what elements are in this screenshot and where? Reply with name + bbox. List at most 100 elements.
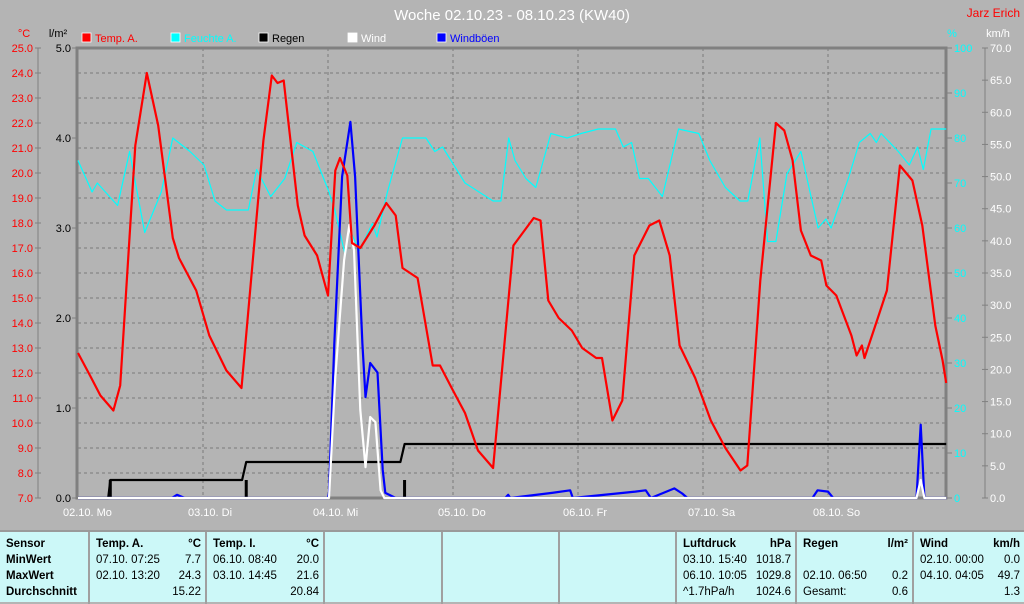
legend-label: Windböen (450, 33, 500, 45)
table-row: Durchschnitt (6, 586, 84, 602)
temp-tick-label: 25.0 (12, 43, 33, 55)
temp-tick-label: 22.0 (12, 118, 33, 130)
series-line-regen (78, 442, 947, 500)
humidity-tick-label: 10 (954, 448, 966, 460)
wind-tick-label: 5.0 (990, 461, 1005, 473)
rain-tick-label: 1.0 (56, 403, 71, 415)
temp-tick-label: 9.0 (18, 443, 33, 455)
table-row: 20.84 (213, 586, 319, 602)
stat-column: Temp. I. °C 06.10. 08:40 20.0 03.10. 14:45 21… (205, 532, 323, 604)
legend-swatch (170, 32, 181, 43)
temp-tick-label: 12.0 (12, 368, 33, 380)
series-layer (77, 71, 948, 500)
x-tick-label: 07.10. Sa (688, 507, 736, 519)
humidity-tick-label: 0 (954, 493, 960, 505)
series-line-windböen (78, 120, 947, 500)
wind-tick-label: 35.0 (990, 268, 1011, 280)
humidity-tick-label: 50 (954, 268, 966, 280)
legend-swatch (436, 32, 447, 43)
stat-column (558, 532, 675, 604)
wind-tick-label: 60.0 (990, 107, 1011, 119)
temp-tick-label: 18.0 (12, 218, 33, 230)
cell-value: 1.3 (1004, 586, 1020, 598)
temp-tick-label: 8.0 (18, 468, 33, 480)
column-header: Regen (803, 538, 839, 550)
humidity-tick-label: 60 (954, 223, 966, 235)
table-row: 06.10. 08:40 20.0 (213, 554, 319, 570)
wind-tick-label: 15.0 (990, 397, 1011, 409)
cell-value: 21.6 (296, 570, 319, 582)
column-unit: °C (306, 538, 319, 550)
wind-tick-label: 40.0 (990, 236, 1011, 248)
table-row (803, 554, 908, 570)
table-row: 02.10. 00:00 0.0 (920, 554, 1020, 570)
table-row (566, 538, 671, 554)
cell-date-time: Gesamt: (803, 586, 847, 598)
table-row: Temp. I. °C (213, 538, 319, 554)
table-row: MinWert (6, 554, 84, 570)
temp-tick-label: 19.0 (12, 193, 33, 205)
column-header: Wind (920, 538, 948, 550)
wind-tick-label: 25.0 (990, 332, 1011, 344)
rain-tick-label: 4.0 (56, 133, 71, 145)
temp-tick-label: 10.0 (12, 418, 33, 430)
table-row: 1.3 (920, 586, 1020, 602)
legend-label: Temp. A. (95, 33, 138, 45)
temp-tick-label: 13.0 (12, 343, 33, 355)
grid (75, 46, 948, 500)
cell-date-time: ^1.7hPa/h (683, 586, 735, 598)
cell-value: 24.3 (178, 570, 201, 582)
series-line-temp-a (77, 71, 948, 472)
cell-date-time: 06.10. 10:05 (683, 570, 747, 582)
x-tick-label: 02.10. Mo (63, 507, 112, 519)
cell-date-time: 03.10. 14:45 (213, 570, 277, 582)
x-tick-label: 06.10. Fr (563, 507, 607, 519)
row-label: Durchschnitt (6, 586, 77, 598)
row-label: Sensor (6, 538, 45, 550)
row-label-column: Sensor MinWert MaxWert Durchschnitt (0, 532, 88, 604)
wind-tick-label: 65.0 (990, 75, 1011, 87)
table-row: 07.10. 07:25 7.7 (96, 554, 201, 570)
temp-tick-label: 14.0 (12, 318, 33, 330)
x-tick-label: 05.10. Do (438, 507, 486, 519)
cell-date-time: 02.10. 13:20 (96, 570, 160, 582)
table-row (566, 570, 671, 586)
wind-tick-label: 30.0 (990, 300, 1011, 312)
temp-tick-label: 20.0 (12, 168, 33, 180)
axis-unit-label: km/h (986, 28, 1010, 40)
table-row: Sensor (6, 538, 84, 554)
wind-tick-label: 10.0 (990, 429, 1011, 441)
rain-tick-label: 5.0 (56, 43, 71, 55)
chart-title: Woche 02.10.23 - 08.10.23 (KW40) (394, 7, 630, 24)
cell-value: 15.22 (172, 586, 201, 598)
stat-column (441, 532, 558, 604)
humidity-tick-label: 70 (954, 178, 966, 190)
rain-tick-label: 2.0 (56, 313, 71, 325)
cell-date-time: 06.10. 08:40 (213, 554, 277, 566)
legend-swatch (81, 32, 92, 43)
axis-unit-label: % (947, 28, 957, 40)
rain-bar (403, 480, 407, 498)
stat-column: Regen l/m² 02.10. 06:50 0.2 Gesamt: 0.6 (795, 532, 912, 604)
table-row (449, 538, 554, 554)
table-row (331, 554, 437, 570)
temp-tick-label: 23.0 (12, 93, 33, 105)
rain-bar (244, 480, 248, 498)
column-header: Temp. A. (96, 538, 144, 550)
stat-column: Temp. A. °C 07.10. 07:25 7.7 02.10. 13:20 24.… (88, 532, 205, 604)
x-tick-label: 04.10. Mi (313, 507, 358, 519)
cell-value: 1029.8 (755, 570, 791, 582)
column-header: Luftdruck (683, 538, 737, 550)
rain-tick-label: 3.0 (56, 223, 71, 235)
table-row (449, 554, 554, 570)
cell-date-time: 02.10. 00:00 (920, 554, 984, 566)
wind-tick-label: 20.0 (990, 364, 1011, 376)
humidity-tick-label: 40 (954, 313, 966, 325)
author-label: Jarz Erich (967, 6, 1020, 20)
table-row: 02.10. 13:20 24.3 (96, 570, 201, 586)
humidity-tick-label: 90 (954, 88, 966, 100)
table-row: Luftdruck hPa (683, 538, 791, 554)
table-row: 03.10. 15:40 1018.7 (683, 554, 791, 570)
temp-tick-label: 21.0 (12, 143, 33, 155)
table-row: 04.10. 04:05 49.7 (920, 570, 1020, 586)
